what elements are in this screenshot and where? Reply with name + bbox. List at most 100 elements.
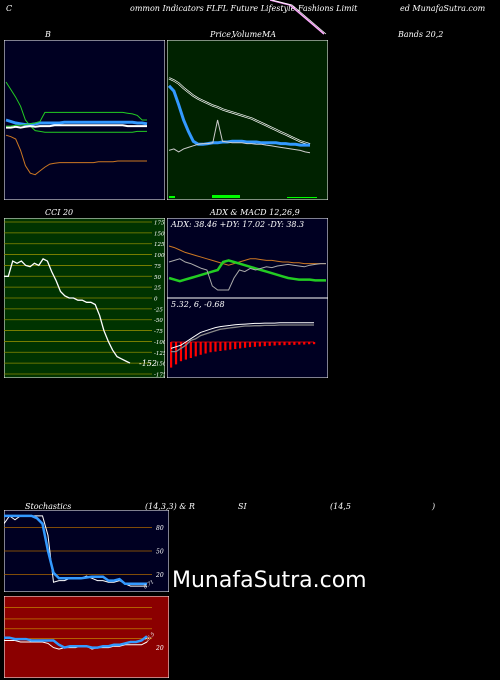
plus-dy-line bbox=[168, 259, 326, 283]
cci-tick-label: 150 bbox=[154, 231, 165, 237]
macd-bars-lines bbox=[170, 322, 316, 368]
macd-histogram-bar bbox=[273, 342, 276, 346]
header-right: ed MunafaSutra.com bbox=[400, 4, 486, 13]
cci-tick-label: -100 bbox=[154, 340, 165, 346]
adx-panel: ADX: 38.46 +DY: 17.02 -DY: 38.3 bbox=[167, 218, 328, 298]
macd-panel: 5.32, 6, -0.68 bbox=[167, 298, 328, 378]
cci-tick-label: 0 bbox=[154, 297, 158, 303]
cci-line: -152 bbox=[4, 258, 157, 368]
volume-bar bbox=[287, 197, 317, 198]
macd-histogram-bar bbox=[298, 342, 301, 345]
si-close-label: ) bbox=[432, 502, 436, 511]
bollinger-series-line bbox=[6, 111, 147, 127]
cci-tick-label: -75 bbox=[154, 329, 163, 335]
si-label: SI bbox=[238, 502, 247, 511]
macd-histogram-bar bbox=[179, 342, 183, 362]
header-center: ommon Indicators FLFL Future Lifestyle F… bbox=[130, 4, 358, 13]
stoch-tick-label: 20 bbox=[155, 572, 164, 579]
macd-histogram-bar bbox=[253, 342, 257, 347]
macd-histogram-bar bbox=[199, 342, 202, 355]
cci-tick-label: -125 bbox=[154, 351, 165, 357]
cci-tick-label: -25 bbox=[154, 307, 163, 313]
cci-tick-label: 75 bbox=[154, 264, 161, 270]
macd-histogram-bar bbox=[313, 342, 316, 345]
macd-histogram-bar bbox=[184, 342, 187, 360]
rsi-tick-label: 20 bbox=[155, 645, 164, 652]
volume-bar bbox=[169, 196, 175, 198]
cci-grid: 175 150 125 100 75 50 25 0 -25 -50 -75 -100 -125 -150… bbox=[4, 221, 165, 379]
bollinger-series-line bbox=[5, 118, 148, 127]
macd-histogram-bar bbox=[170, 342, 173, 368]
macd-signal-line bbox=[171, 324, 314, 353]
macd-histogram-bar bbox=[239, 342, 242, 349]
macd-histogram-bar bbox=[243, 342, 247, 348]
stoch-label: Stochastics bbox=[25, 502, 72, 511]
volume-label: Volume bbox=[232, 30, 262, 39]
price-ma-line bbox=[167, 84, 310, 147]
price-ma-lines bbox=[167, 77, 311, 154]
macd-histogram-bar bbox=[263, 342, 266, 347]
stoch-lines: 8.71 bbox=[4, 514, 156, 590]
macd-histogram-bar bbox=[258, 342, 261, 347]
cci-tick-label: 25 bbox=[153, 286, 161, 292]
macd-histogram-bar bbox=[224, 342, 227, 351]
stoch-k-line bbox=[4, 514, 147, 586]
header-trend-line bbox=[270, 0, 327, 35]
volume-bar bbox=[212, 195, 240, 198]
bollinger-panel bbox=[4, 40, 165, 200]
adx-lines bbox=[168, 245, 326, 291]
macd-histogram-bar bbox=[303, 342, 306, 345]
macd-line bbox=[170, 322, 314, 349]
stoch-tick-label: 80 bbox=[156, 525, 164, 532]
cci-tick-label: 50 bbox=[154, 275, 161, 281]
header-left: C bbox=[6, 4, 13, 13]
cci-tick-label: -50 bbox=[154, 318, 163, 324]
macd-histogram-bar bbox=[229, 342, 232, 350]
bb-label: B bbox=[45, 30, 51, 39]
rsi-ma-line bbox=[4, 635, 148, 649]
price-ma-label: Price, bbox=[210, 30, 234, 39]
macd-histogram-bar bbox=[204, 342, 207, 354]
bollinger-series-line bbox=[6, 124, 147, 129]
adx-line bbox=[168, 245, 326, 266]
bollinger-lines bbox=[5, 81, 148, 176]
macd-histogram-bar bbox=[293, 342, 296, 345]
rsi-panel: 20 26.5 bbox=[4, 596, 169, 678]
price-line bbox=[168, 119, 311, 154]
cci-tick-label: 100 bbox=[154, 253, 165, 259]
stoch-params-label: (14,3,3) & R bbox=[145, 502, 195, 511]
macd-histogram-bar bbox=[194, 342, 197, 357]
adx-macd-label: ADX & MACD 12,26,9 bbox=[210, 208, 300, 217]
macd-histogram-bar bbox=[288, 342, 291, 345]
macd-histogram-bar bbox=[219, 342, 222, 351]
cci-tick-label: 125 bbox=[154, 242, 165, 248]
macd-histogram-bar bbox=[209, 342, 212, 353]
bollinger-series-line bbox=[5, 134, 147, 176]
rsi-line bbox=[4, 640, 148, 650]
macd-histogram-bar bbox=[278, 342, 281, 346]
macd-histogram-bar bbox=[268, 342, 271, 346]
cci-tick-label: -150 bbox=[154, 362, 165, 368]
cci-last-label: -152 bbox=[139, 359, 157, 368]
stoch-panel: 80 50 20 8.71 bbox=[4, 510, 169, 592]
macd-histogram-bar bbox=[308, 342, 311, 345]
cci-tick-label: 175 bbox=[154, 221, 165, 227]
stoch-last-label: 8.71 bbox=[143, 579, 156, 590]
macd-histogram-bar bbox=[283, 342, 286, 346]
macd-histogram-bar bbox=[174, 342, 178, 365]
macd-histogram-bar bbox=[248, 342, 252, 348]
adx-values: ADX: 38.46 +DY: 17.02 -DY: 38.3 bbox=[170, 220, 304, 229]
cci-label: CCI 20 bbox=[45, 208, 74, 217]
ma-label: MA bbox=[262, 30, 276, 39]
price-ma-panel bbox=[167, 40, 328, 200]
cci-tick-label: -175 bbox=[154, 373, 165, 379]
cci-panel: 175 150 125 100 75 50 25 0 -25 -50 -75 -100 -125 -150… bbox=[4, 218, 165, 378]
stoch-grid: 80 50 20 bbox=[4, 525, 164, 579]
macd-histogram-bar bbox=[189, 342, 192, 358]
macd-histogram-bar bbox=[234, 342, 237, 350]
ma-line-inner bbox=[168, 77, 311, 145]
stoch-tick-label: 50 bbox=[156, 549, 164, 556]
macd-values: 5.32, 6, -0.68 bbox=[171, 300, 225, 309]
bands-label: Bands 20,2 bbox=[398, 30, 444, 39]
si-params-label: (14,5 bbox=[330, 502, 351, 511]
